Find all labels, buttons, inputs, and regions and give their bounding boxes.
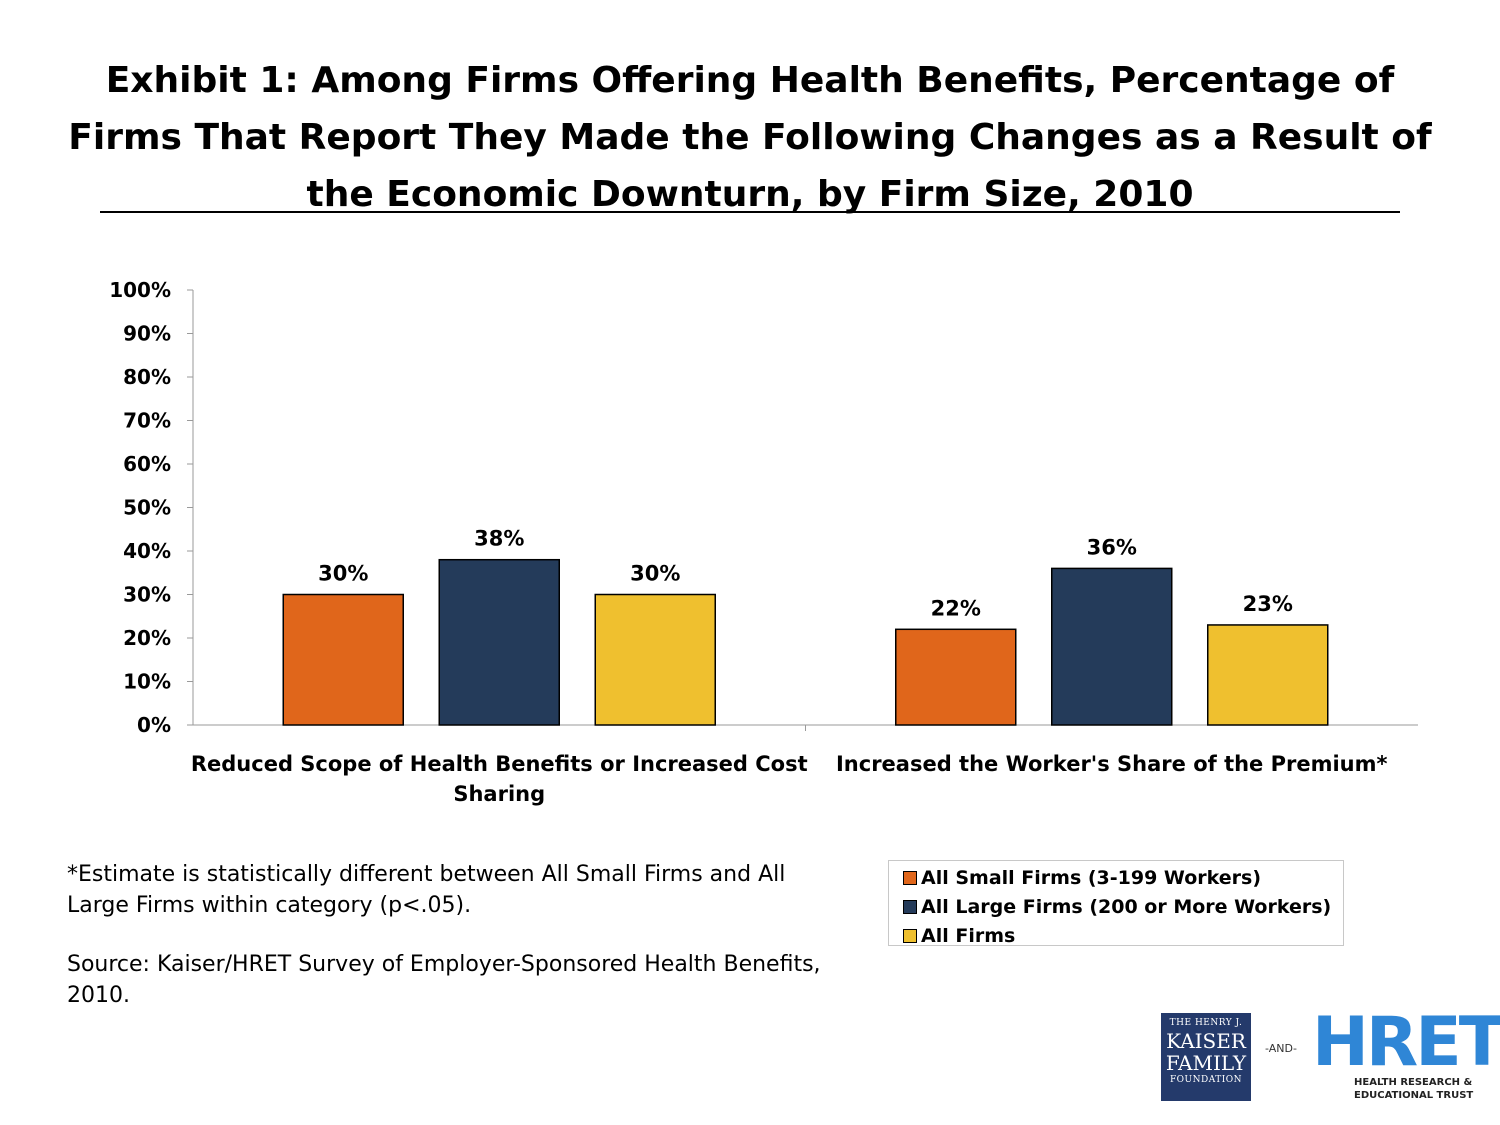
hret-logo-subtitle-line: EDUCATIONAL TRUST xyxy=(1354,1090,1474,1101)
x-category-label: Sharing xyxy=(453,782,545,806)
bar-data-label: 30% xyxy=(318,562,368,586)
bar-data-label: 23% xyxy=(1243,592,1293,616)
legend-item-large-firms: All Large Firms (200 or More Workers) xyxy=(903,892,1343,921)
hret-logo-subtitle: HEALTH RESEARCH & EDUCATIONAL TRUST xyxy=(1354,1076,1477,1102)
hret-logo-mark: HRET xyxy=(1312,1003,1500,1082)
legend-item-small-firms: All Small Firms (3-199 Workers) xyxy=(903,863,1343,892)
title-divider xyxy=(100,211,1400,213)
y-tick-label: 90% xyxy=(123,322,171,346)
bar xyxy=(282,593,404,726)
bar xyxy=(1051,567,1173,726)
bar xyxy=(438,558,560,726)
hret-logo-subtitle-line: HEALTH RESEARCH & xyxy=(1354,1077,1473,1088)
legend-swatch xyxy=(903,899,917,914)
bar xyxy=(895,628,1017,726)
bar xyxy=(594,593,716,726)
y-tick-label: 20% xyxy=(123,626,171,650)
bar-data-label: 36% xyxy=(1087,535,1137,559)
y-tick-label: 80% xyxy=(123,365,171,389)
legend-label: All Small Firms (3-199 Workers) xyxy=(921,866,1262,889)
kff-logo-line: FOUNDATION xyxy=(1169,1075,1243,1085)
bar-data-label: 30% xyxy=(630,562,680,586)
bar-chart: 0% 10% 20% 30% 40% 50% 60% 70% 80% 90% 100% 30% 22% 3… xyxy=(109,278,1418,806)
footnote-source: Source: Kaiser/HRET Survey of Employer-S… xyxy=(67,952,821,1008)
bar-data-label: 38% xyxy=(474,527,524,551)
footnote-significance: *Estimate is statistically different bet… xyxy=(67,862,786,918)
kff-logo-line: THE HENRY J. xyxy=(1169,1018,1243,1028)
y-tick-label: 0% xyxy=(137,713,171,737)
y-tick-label: 30% xyxy=(123,583,171,607)
kff-logo-line: KAISER xyxy=(1166,1029,1246,1053)
legend-swatch xyxy=(903,928,917,943)
legend-item-all-firms: All Firms xyxy=(903,921,1343,950)
chart-legend: All Small Firms (3-199 Workers) All Larg… xyxy=(888,860,1344,947)
y-tick-label: 60% xyxy=(123,452,171,476)
y-tick-label: 10% xyxy=(123,670,171,694)
y-tick-label: 70% xyxy=(123,409,171,433)
bar xyxy=(1207,624,1329,726)
x-category-label: Increased the Worker's Share of the Prem… xyxy=(836,752,1388,776)
y-tick-label: 100% xyxy=(109,278,171,302)
y-tick-label: 40% xyxy=(123,539,171,563)
legend-label: All Large Firms (200 or More Workers) xyxy=(921,895,1332,918)
hret-logo: HRET HEALTH RESEARCH & EDUCATIONAL TRUST xyxy=(1312,1003,1500,1108)
kff-logo: THE HENRY J. KAISER FAMILY FOUNDATION xyxy=(1161,1013,1251,1101)
x-category-label: Reduced Scope of Health Benefits or Incr… xyxy=(191,752,808,776)
y-tick-label: 50% xyxy=(123,496,171,520)
chart-title: Exhibit 1: Among Firms Offering Health B… xyxy=(68,60,1432,215)
legend-label: All Firms xyxy=(921,924,1016,947)
kff-logo-line: FAMILY xyxy=(1165,1051,1247,1075)
legend-swatch xyxy=(903,870,917,885)
bar-data-label: 22% xyxy=(931,596,981,620)
logo-and-separator: -AND- xyxy=(1265,1042,1297,1055)
